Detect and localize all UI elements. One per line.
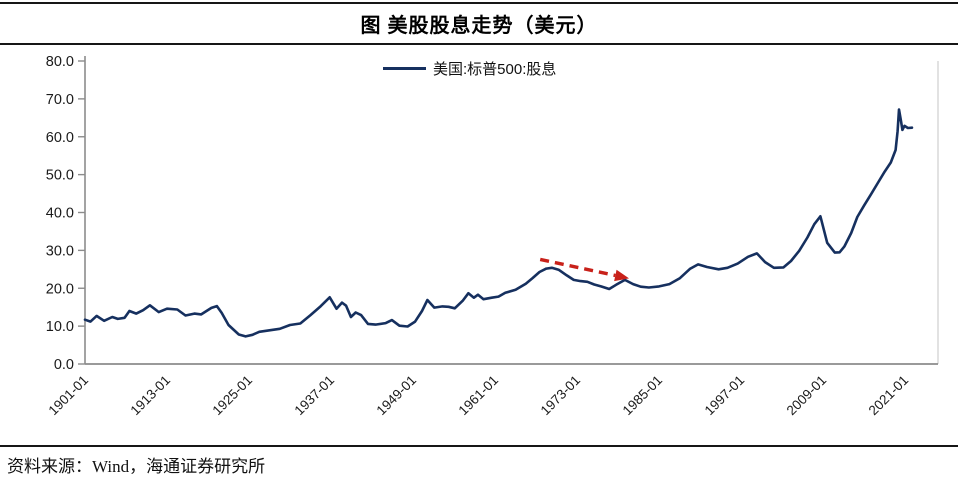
y-tick-label: 60.0 (46, 130, 74, 146)
y-tick-label: 10.0 (46, 319, 74, 335)
x-tick-label: 1997-01 (702, 373, 748, 419)
figure-title: 图 美股股息走势（美元） (360, 15, 598, 37)
x-tick-label: 1937-01 (292, 373, 338, 419)
x-tick-label: 1901-01 (45, 373, 91, 419)
source-rule (0, 445, 958, 447)
legend-line-swatch (383, 66, 426, 70)
source-note: 资料来源：Wind，海通证券研究所 (7, 457, 266, 476)
legend-label: 美国:标普500:股息 (433, 60, 557, 78)
trend-arrow-dashed-line (539, 257, 616, 278)
x-tick-label: 1973-01 (538, 373, 584, 419)
trend-arrow-head (614, 269, 630, 282)
y-tick-label: 70.0 (46, 92, 74, 108)
x-tick-label: 1985-01 (620, 373, 666, 419)
x-tick-label: 1925-01 (210, 373, 256, 419)
y-tick-label: 40.0 (46, 206, 74, 222)
dividend-series-line (83, 108, 914, 338)
x-tick-label: 1949-01 (374, 373, 420, 419)
y-tick-label: 50.0 (46, 168, 74, 184)
x-tick-label: 1961-01 (456, 373, 502, 419)
x-tick-label: 2021-01 (866, 373, 912, 419)
top-rule (0, 2, 958, 4)
x-tick-label: 2009-01 (784, 373, 830, 419)
y-tick-label: 20.0 (46, 281, 74, 297)
y-tick-label: 80.0 (46, 54, 74, 70)
x-tick-label: 1913-01 (127, 373, 173, 419)
y-tick-label: 0.0 (54, 357, 74, 373)
chart-legend: 美国:标普500:股息 (383, 59, 557, 78)
title-rule (0, 43, 958, 45)
y-tick-label: 30.0 (46, 243, 74, 259)
